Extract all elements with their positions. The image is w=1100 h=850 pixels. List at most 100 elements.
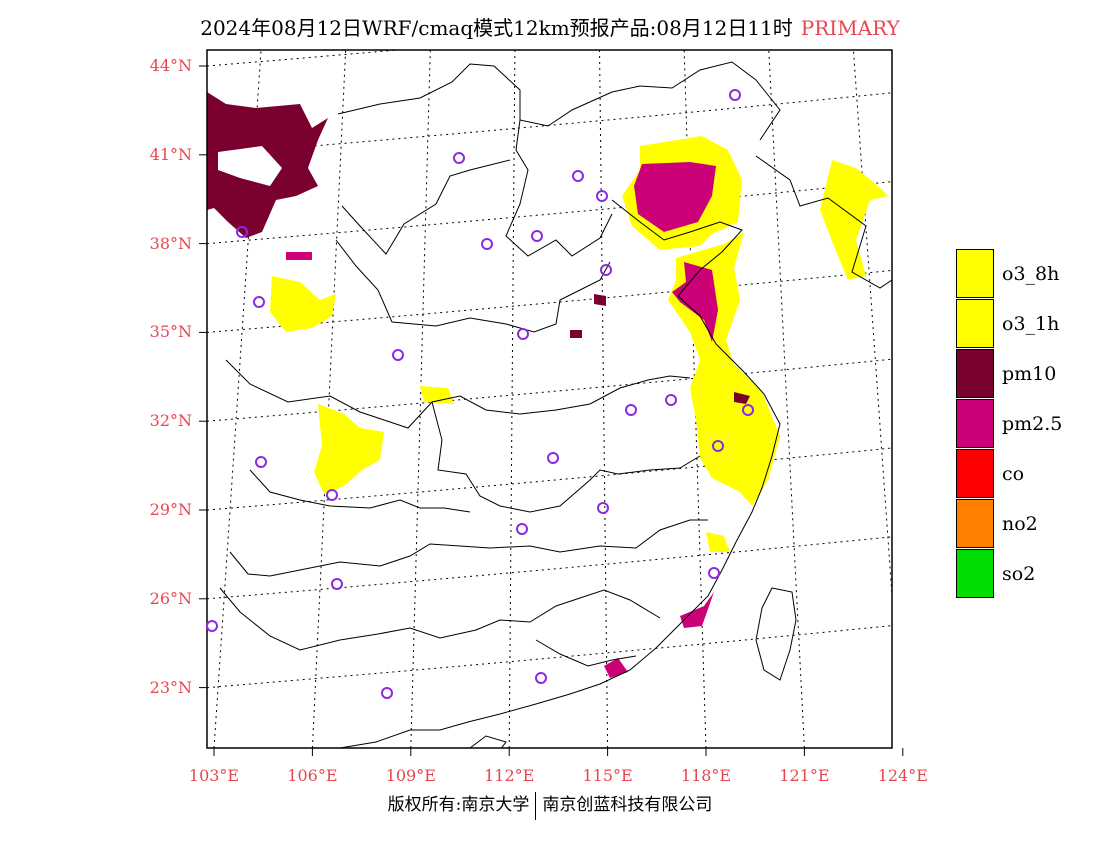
inner-border-3 [335,239,611,333]
station-marker [326,489,338,501]
legend-item-o3-1h: o3_1h [956,299,1100,349]
latitude-label: 38°N [149,233,192,253]
longitude-label: 121°E [779,766,830,785]
longitude-label: 124°E [877,766,928,785]
station-marker [600,264,612,276]
pm10-region-hubei [570,330,582,338]
latitude-label: 26°N [149,588,192,608]
inner-border-7 [229,519,708,577]
latitude-label: 23°N [149,677,192,697]
station-marker [708,567,720,579]
station-marker [255,456,267,468]
station-marker [625,404,637,416]
legend-label: no2 [1002,513,1038,535]
legend-swatch [956,449,994,498]
longitude-gridline [311,50,347,748]
inner-border-6 [249,469,471,513]
map-title: 2024年08月12日WRF/cmaq模式12km预报产品:08月12日11时 P… [0,12,1100,41]
station-marker [597,502,609,514]
latitude-label: 44°N [149,56,192,75]
station-marker [381,687,393,699]
station-marker [453,152,465,164]
longitude-gridline [508,50,516,748]
longitude-label: 106°E [287,766,338,785]
station-marker [331,578,343,590]
station-marker [236,226,248,238]
legend-label: pm10 [1002,363,1057,385]
longitude-label: 112°E [484,766,535,785]
longitude-gridline [599,50,609,748]
taiwan-outline [755,587,797,681]
longitude-gridline [410,50,431,748]
copyright-right: 南京创蓝科技有限公司 [542,795,713,815]
o3-region-shaanxi [270,276,336,332]
legend-swatch [956,549,994,598]
legend-item-co: co [956,449,1100,499]
legend-item-pm10: pm10 [956,349,1100,399]
latitude-gridline [207,447,892,511]
inner-border-5 [431,401,701,513]
legend-label: co [1002,463,1025,485]
hainan-outline [469,735,507,748]
copyright-left: 版权所有:南京大学 [387,795,530,815]
o3-region-fujian [706,532,730,552]
pm25-region-beijing-tianjin [634,162,716,232]
footer-divider [535,791,537,820]
station-marker [253,296,265,308]
latitude-gridlines [207,50,892,689]
legend-swatch [956,299,994,348]
pollutant-regions [207,92,888,678]
station-marker [572,170,584,182]
province-borders [219,61,892,748]
latitude-gridline [207,50,404,67]
station-marker [531,230,543,242]
pm25-region-north-patch [286,252,312,260]
korea-outline [755,155,892,289]
legend-item-no2: no2 [956,499,1100,549]
longitude-label: 115°E [582,766,633,785]
latitude-gridline [207,625,892,689]
pm25-region-guangdong [604,658,628,678]
station-marker [596,190,608,202]
legend-label: pm2.5 [1002,413,1063,435]
o3-region-sichuan [314,404,384,494]
longitude-gridline [768,50,805,748]
legend-label: o3_1h [1002,313,1060,335]
pm25-region-shandong [672,262,718,342]
station-marker [742,404,754,416]
station-marker [392,349,404,361]
inner-border-north [337,61,781,141]
station-marker [712,440,724,452]
legend-swatch [956,399,994,448]
o3-region-liaoning [820,160,888,280]
latitude-gridline [207,181,892,245]
pm10-region-yangtze [734,392,750,404]
inner-border-4 [225,359,691,429]
coastline [339,199,781,748]
copyright-footer: 版权所有:南京大学 南京创蓝科技有限公司 [0,790,1100,820]
inner-border-8 [219,587,661,651]
latitude-label: 41°N [149,144,192,164]
legend-swatch [956,249,994,298]
station-marker [516,523,528,535]
latitude-label: 29°N [149,500,192,519]
pm10-hole [218,146,282,186]
longitude-gridlines [213,50,892,748]
latitude-gridline [207,536,892,600]
title-main: 2024年08月12日WRF/cmaq模式12km预报产品:08月12日11时 [200,16,793,40]
station-marker [517,328,529,340]
longitude-label: 103°E [188,766,240,785]
title-primary-label: PRIMARY [800,16,900,40]
inner-border-9 [535,639,637,667]
map-frame [206,49,893,749]
legend-label: o3_8h [1002,263,1060,285]
station-markers [206,89,754,699]
station-marker [481,238,493,250]
inner-border-2 [341,159,511,255]
inner-border-1 [505,119,613,257]
pm10-region-henan [594,294,606,306]
legend-item-so2: so2 [956,549,1100,599]
latitude-label: 35°N [149,322,192,342]
latitude-label: 32°N [149,411,192,431]
